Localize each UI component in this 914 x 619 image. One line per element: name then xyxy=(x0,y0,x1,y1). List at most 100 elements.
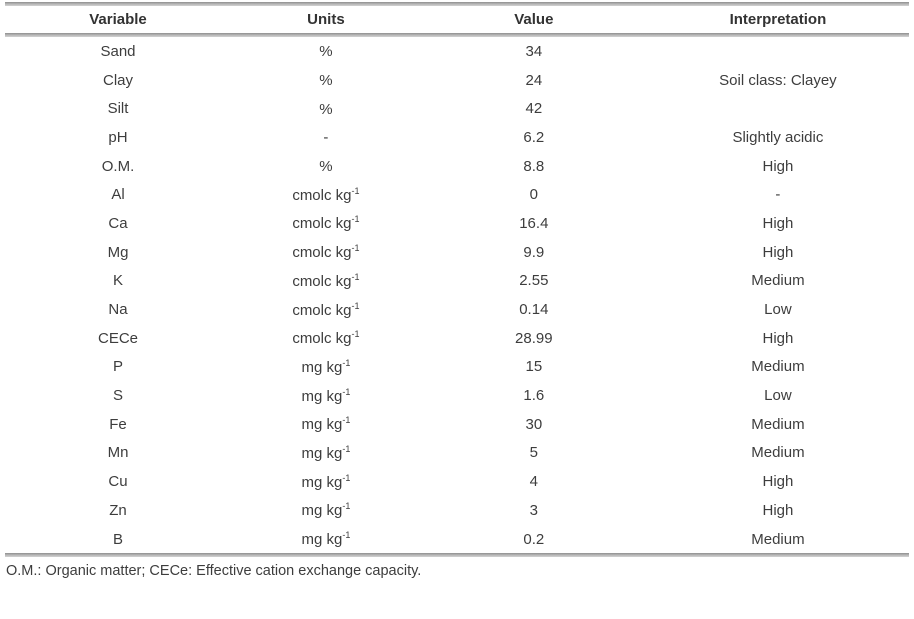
column-header-interpretation: Interpretation xyxy=(729,11,827,28)
cell-interpretation: High xyxy=(762,157,794,175)
cell-interpretation: - xyxy=(775,186,781,204)
cell-variable: Ca xyxy=(108,214,128,232)
table-footnote: O.M.: Organic matter; CECe: Effective ca… xyxy=(6,563,422,580)
column-header-value: Value xyxy=(514,11,554,28)
cell-units: cmolc kg-1 xyxy=(292,214,360,233)
table-row: Al cmolc kg-1 0 - xyxy=(5,180,909,209)
cell-variable: Mg xyxy=(107,243,129,261)
cell-interpretation: Medium xyxy=(751,415,805,433)
cell-variable: Sand xyxy=(100,42,136,60)
cell-value: 2.55 xyxy=(519,272,549,290)
cell-interpretation xyxy=(647,37,909,66)
table-row: P mg kg-1 15 Medium xyxy=(5,353,909,382)
cell-units: cmolc kg-1 xyxy=(292,271,360,290)
cell-interpretation xyxy=(647,94,909,123)
cell-value: 15 xyxy=(525,358,543,376)
cell-variable: Cu xyxy=(108,473,128,491)
cell-variable: P xyxy=(112,358,123,376)
cell-variable: K xyxy=(112,272,123,290)
cell-variable: B xyxy=(112,530,123,548)
cell-units: cmolc kg-1 xyxy=(292,300,360,319)
cell-units: % xyxy=(319,43,333,61)
cell-value: 9.9 xyxy=(523,243,545,261)
cell-units: mg kg-1 xyxy=(301,472,351,491)
cell-units: - xyxy=(323,129,329,147)
table-row: CECe cmolc kg-1 28.99 High xyxy=(5,324,909,353)
table-bottom-rule xyxy=(5,553,909,558)
cell-interpretation: Low xyxy=(764,387,792,405)
cell-variable: O.M. xyxy=(101,157,135,175)
cell-variable: Zn xyxy=(109,501,127,519)
table-row: S mg kg-1 1.6 Low xyxy=(5,381,909,410)
header-row: Variable Units Value Interpretation xyxy=(5,6,909,33)
table-row: Mn mg kg-1 5 Medium xyxy=(5,439,909,468)
table-row: Mg cmolc kg-1 9.9 High xyxy=(5,238,909,267)
cell-value: 0.14 xyxy=(519,301,549,319)
column-header-variable: Variable xyxy=(89,11,147,28)
cell-interpretation: Soil class: Clayey xyxy=(719,71,837,89)
table-row: Fe mg kg-1 30 Medium xyxy=(5,410,909,439)
cell-units: % xyxy=(319,72,333,90)
cell-variable: Fe xyxy=(109,415,127,433)
cell-interpretation: High xyxy=(762,243,794,261)
cell-units: mg kg-1 xyxy=(301,501,351,520)
table-row: Clay % 24 Soil class: Clayey xyxy=(5,66,909,95)
cell-value: 8.8 xyxy=(523,157,545,175)
table-row: Cu mg kg-1 4 High xyxy=(5,467,909,496)
cell-value: 30 xyxy=(525,415,543,433)
cell-variable: pH xyxy=(108,128,128,146)
cell-variable: Clay xyxy=(102,71,133,89)
table-header: Variable Units Value Interpretation xyxy=(5,6,909,33)
cell-units: mg kg-1 xyxy=(301,443,351,462)
cell-value: 6.2 xyxy=(523,128,545,146)
cell-units: cmolc kg-1 xyxy=(292,243,360,262)
cell-units: mg kg-1 xyxy=(301,386,351,405)
cell-interpretation: High xyxy=(762,214,794,232)
table-row: Na cmolc kg-1 0.14 Low xyxy=(5,295,909,324)
cell-value: 0 xyxy=(529,186,538,204)
soil-analysis-table: Variable Units Value Interpretation Sand… xyxy=(5,0,909,579)
cell-interpretation: Slightly acidic xyxy=(732,128,824,146)
cell-variable: CECe xyxy=(97,329,138,347)
cell-value: 16.4 xyxy=(519,214,549,232)
table-row: O.M. % 8.8 High xyxy=(5,152,909,181)
table-row: K cmolc kg-1 2.55 Medium xyxy=(5,267,909,296)
cell-value: 1.6 xyxy=(523,387,545,405)
table-row: B mg kg-1 0.2 Medium xyxy=(5,525,909,554)
cell-units: mg kg-1 xyxy=(301,357,351,376)
cell-units: cmolc kg-1 xyxy=(292,185,360,204)
cell-value: 5 xyxy=(529,444,538,462)
cell-interpretation: Medium xyxy=(751,272,805,290)
cell-variable: Mn xyxy=(107,444,129,462)
cell-units: % xyxy=(319,158,333,176)
cell-value: 3 xyxy=(529,501,538,519)
cell-units: % xyxy=(319,100,333,118)
table-body: Sand % 34 Clay % 24 Soil class: Clayey S… xyxy=(5,37,909,553)
cell-interpretation: Medium xyxy=(751,530,805,548)
cell-variable: Silt xyxy=(107,100,129,118)
cell-units: mg kg-1 xyxy=(301,415,351,434)
cell-interpretation: High xyxy=(762,501,794,519)
cell-interpretation: Low xyxy=(764,301,792,319)
cell-units: mg kg-1 xyxy=(301,530,351,549)
cell-value: 0.2 xyxy=(523,530,545,548)
cell-units: cmolc kg-1 xyxy=(292,329,360,348)
cell-value: 42 xyxy=(525,100,543,118)
cell-variable: S xyxy=(112,387,123,405)
cell-interpretation: Medium xyxy=(751,444,805,462)
column-header-units: Units xyxy=(307,11,345,28)
cell-value: 24 xyxy=(525,71,543,89)
table-row: Silt % 42 xyxy=(5,94,909,123)
table-row: pH - 6.2 Slightly acidic xyxy=(5,123,909,152)
cell-variable: Al xyxy=(111,186,125,204)
header-separator-rule xyxy=(5,33,909,37)
table-row: Ca cmolc kg-1 16.4 High xyxy=(5,209,909,238)
cell-interpretation: High xyxy=(762,473,794,491)
cell-value: 34 xyxy=(525,42,543,60)
cell-interpretation: High xyxy=(762,329,794,347)
cell-variable: Na xyxy=(108,301,128,319)
cell-interpretation: Medium xyxy=(751,358,805,376)
table-row: Sand % 34 xyxy=(5,37,909,66)
cell-value: 28.99 xyxy=(515,329,553,347)
cell-value: 4 xyxy=(529,473,538,491)
